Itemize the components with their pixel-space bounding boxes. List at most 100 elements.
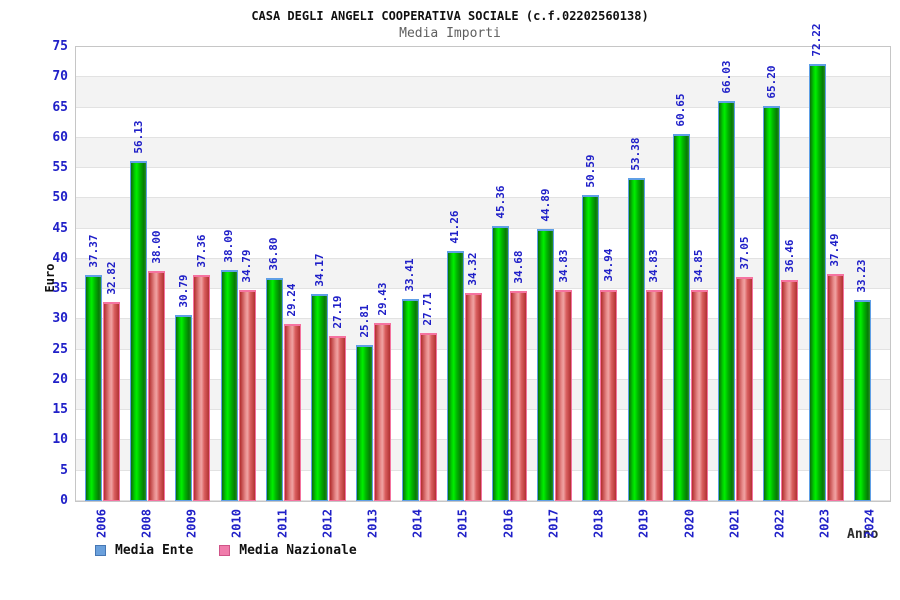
plot-band (76, 107, 890, 138)
bar-value-label: 37.05 (737, 236, 751, 270)
bar-media-ente (627, 177, 645, 501)
bar-value-label: 33.41 (403, 258, 417, 292)
x-tick-label: 2024 (862, 508, 877, 538)
x-tick-label: 2015 (455, 508, 470, 538)
bar-media-nazionale (464, 293, 482, 501)
plot-area: 37.37 32.82 56.13 38.00 30.79 37.36 38.09 34.79… (75, 23, 891, 502)
bar-value-label: 38.09 (222, 229, 236, 263)
bar-value-label: 30.79 (176, 274, 190, 308)
bar-value-label: 32.82 (104, 261, 118, 295)
bar-media-nazionale (645, 290, 663, 501)
plot-band (76, 198, 890, 229)
bar-media-ente (808, 63, 826, 501)
x-tick-label: 2022 (772, 508, 787, 538)
plot-band (76, 410, 890, 441)
plot-band (76, 258, 890, 290)
y-tick-label: 25 (52, 341, 68, 357)
bar-value-label: 34.32 (466, 252, 480, 286)
bar-value-label: 25.81 (357, 304, 371, 338)
bar-value-label: 36.46 (782, 239, 796, 273)
legend-label-media-nazionale: Media Nazionale (239, 543, 357, 558)
bar-value-label: 34.94 (601, 248, 615, 283)
y-tick-label: 60 (52, 129, 68, 145)
y-tick-label: 65 (52, 99, 68, 115)
bar-media-nazionale (329, 336, 347, 501)
plot-band (76, 379, 890, 411)
bar-media-ente (672, 133, 690, 501)
bar-media-nazionale (781, 280, 799, 501)
x-tick-label: 2011 (275, 508, 289, 538)
x-tick-label: 2020 (682, 508, 696, 538)
plot-band (76, 319, 890, 350)
bar-media-ente (718, 101, 736, 501)
chart-title: CASA DEGLI ANGELI COOPERATIVA SOCIALE (c… (251, 9, 649, 23)
y-tick-label: 45 (52, 220, 68, 236)
bar-value-label: 34.68 (511, 250, 525, 284)
bar-value-label: 44.89 (538, 188, 552, 222)
x-tick-label: 2013 (365, 508, 380, 538)
y-tick-label: 15 (52, 402, 68, 418)
bar-value-label: 65.20 (764, 65, 778, 99)
bar-media-nazionale (374, 322, 392, 501)
y-tick-label: 55 (52, 160, 68, 176)
bar-media-ente (265, 278, 283, 501)
bar-value-label: 37.49 (828, 233, 842, 267)
y-tick-label: 35 (52, 281, 68, 297)
x-axis-title: Anno (847, 527, 879, 542)
x-tick-label: 2023 (817, 508, 832, 538)
legend-label-media-ente: Media Ente (115, 543, 194, 558)
bar-media-nazionale (555, 290, 573, 501)
x-tick-label: 2006 (94, 508, 109, 538)
bar-value-label: 34.17 (312, 253, 326, 287)
bar-media-nazionale (600, 289, 618, 501)
bar-value-label: 53.38 (629, 137, 643, 171)
bar-value-label: 36.80 (267, 237, 281, 271)
bar-media-ente (763, 106, 781, 501)
bar-value-label: 27.71 (421, 292, 435, 326)
x-tick-label: 2009 (184, 508, 199, 538)
bar-value-label: 34.83 (647, 249, 661, 283)
plot-band (76, 440, 890, 471)
bar-media-nazionale (238, 290, 256, 501)
y-tick-label: 40 (52, 250, 68, 266)
bar-value-label: 60.65 (674, 93, 688, 127)
plot-band (76, 77, 890, 108)
media-nazionale-swatch-icon (219, 545, 231, 556)
y-tick-label: 20 (52, 371, 68, 387)
bar-media-ente (401, 298, 419, 501)
bar-media-nazionale (826, 274, 844, 501)
y-tick-label: 30 (52, 311, 68, 327)
x-tick-label: 2012 (320, 508, 335, 538)
bar-value-label: 56.13 (131, 120, 145, 154)
bar-media-nazionale (736, 276, 754, 501)
legend-item-media-nazionale: Media Nazionale (219, 543, 357, 558)
x-tick-label: 2018 (591, 508, 606, 538)
plot-band (76, 349, 890, 380)
bar-media-ente (582, 194, 600, 501)
bar-media-ente (853, 299, 871, 501)
x-tick-label: 2010 (229, 508, 244, 538)
bar-value-label: 41.26 (448, 210, 462, 244)
bar-media-nazionale (510, 291, 527, 501)
bar-media-ente (446, 251, 464, 501)
bar-media-nazionale (690, 290, 708, 501)
bar-media-nazionale (419, 333, 437, 501)
bar-value-label: 45.36 (493, 185, 507, 219)
bar-value-label: 34.83 (556, 249, 570, 283)
bar-media-ente (85, 274, 102, 501)
x-tick-label: 2021 (727, 508, 742, 538)
bar-media-ente (492, 226, 509, 501)
media-ente-swatch-icon (95, 545, 106, 556)
bar-media-nazionale (148, 270, 166, 501)
plot-band (76, 470, 890, 501)
plot-band (76, 289, 890, 320)
bar-value-label: 37.37 (86, 234, 100, 268)
y-tick-label: 5 (60, 462, 68, 478)
bar-media-nazionale (283, 324, 301, 501)
y-tick-label: 0 (60, 493, 68, 508)
bar-media-ente (130, 161, 148, 501)
x-tick-label: 2016 (501, 508, 516, 538)
legend-item-media-ente: Media Ente (95, 543, 193, 558)
bar-value-label: 27.19 (330, 295, 344, 329)
x-tick-label: 2008 (139, 508, 154, 538)
